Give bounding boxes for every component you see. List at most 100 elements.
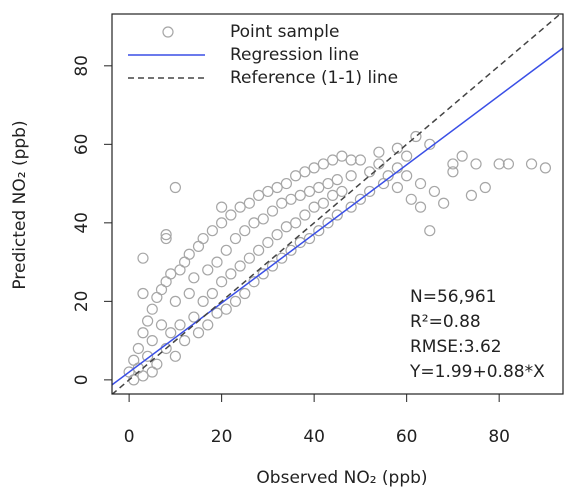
point [336,150,348,162]
point [470,158,482,170]
y-tick-label: 80 [72,55,92,77]
point [188,272,200,284]
point [146,335,158,347]
point [303,185,316,198]
point [414,177,427,190]
point [137,252,149,264]
point [479,181,491,194]
point [373,158,385,170]
point [525,158,538,170]
point [137,370,149,382]
point [447,158,459,170]
point [336,185,348,198]
point [155,319,168,331]
point [165,268,177,280]
point [271,181,283,194]
point [276,197,288,209]
point [183,248,195,260]
point [188,311,200,323]
point [313,225,325,237]
point [266,205,279,217]
point [266,260,279,272]
point [317,158,329,170]
line [112,47,563,386]
point [142,315,154,327]
point [216,276,228,288]
point [327,189,339,201]
point [438,197,450,209]
point [401,170,413,182]
point [502,158,515,170]
point [456,150,468,162]
point [354,193,366,205]
point [253,244,265,256]
annotation: N=56,961 [410,287,496,307]
point [206,225,218,237]
point [137,327,149,339]
point [322,217,334,229]
point [183,287,195,300]
point [290,170,302,182]
point [229,232,242,245]
point [410,130,422,143]
legend-label: Regression line [230,45,359,65]
point [216,201,228,213]
point [239,287,251,300]
line [112,14,562,394]
y-tick-label: 0 [72,374,92,385]
point [248,217,260,229]
point [303,232,316,245]
point [243,252,255,264]
point [234,260,246,272]
point [280,221,292,233]
point [262,185,274,198]
point [345,201,357,213]
point [428,185,441,198]
x-tick-label: 60 [396,427,418,447]
point [229,295,242,307]
y-tick-label: 60 [72,134,92,156]
point [142,350,154,362]
y-tick-label: 40 [72,212,92,234]
point [216,217,228,229]
point [294,236,306,249]
point [294,189,306,201]
point [308,162,320,174]
point [331,174,343,186]
point [239,225,251,237]
x-tick-label: 40 [303,427,325,447]
annotation: R²=0.88 [410,312,481,332]
point [169,350,181,362]
annotation: Y=1.99+0.88*X [409,362,545,382]
point [174,319,186,331]
point [354,154,366,166]
plot-area [112,14,563,394]
point [146,303,158,315]
point [253,189,265,201]
point [317,197,329,209]
x-tick-label: 80 [488,427,510,447]
point [160,232,172,245]
point [132,342,144,355]
point [276,252,288,264]
point [262,236,274,249]
point [257,213,269,225]
point [137,287,149,300]
point [192,327,205,339]
point [414,201,427,213]
point [493,158,505,170]
point [160,229,172,241]
point [322,177,334,190]
point [405,193,417,205]
point [220,244,232,256]
point [299,166,311,178]
point [257,268,269,280]
x-tick-label: 0 [124,427,135,447]
annotation: RMSE:3.62 [410,337,502,357]
point [151,358,163,370]
point [169,295,181,307]
x-axis-label: Observed NO₂ (ppb) [256,468,427,488]
point [373,146,385,158]
point [331,209,343,221]
point [285,244,297,256]
